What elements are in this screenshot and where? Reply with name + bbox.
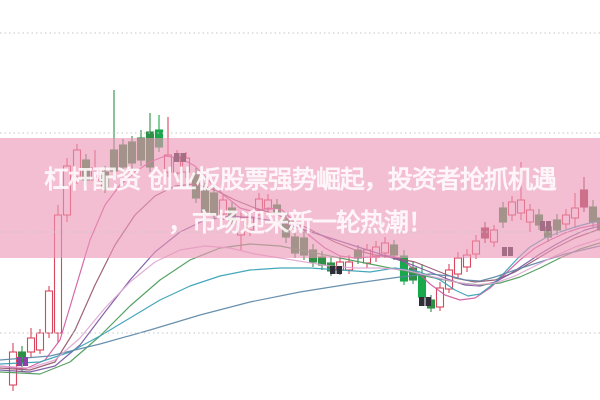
headline-band (0, 138, 600, 258)
ma-lavender (0, 238, 600, 369)
gridlines-layer (0, 32, 600, 334)
ma-steel-slow (0, 245, 600, 361)
ma-green (0, 242, 600, 375)
